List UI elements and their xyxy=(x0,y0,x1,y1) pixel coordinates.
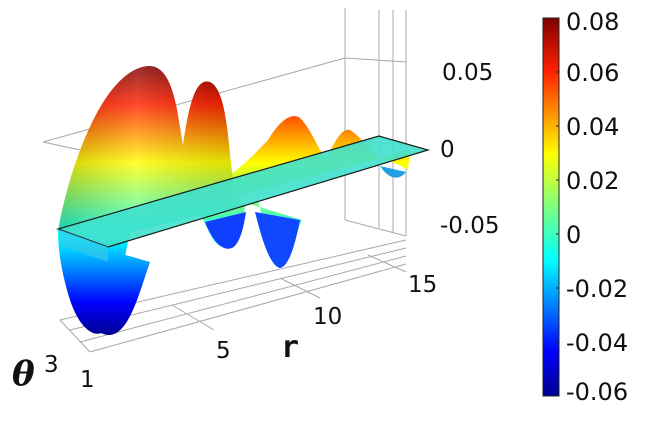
colorbar-tick-label: -0.04 xyxy=(566,329,628,357)
z-axis-ticks: 0.05 0 -0.05 xyxy=(440,60,500,239)
theta-tick-label: 3 xyxy=(44,352,59,378)
surface xyxy=(56,65,431,335)
z-tick-label: -0.05 xyxy=(440,213,500,239)
colorbar-tick-label: -0.02 xyxy=(566,275,628,303)
theta-tick-label: 1 xyxy=(80,367,95,393)
r-tick-label: 10 xyxy=(313,304,342,330)
surface-trough-2 xyxy=(205,212,246,249)
r-axis-ticks: 5 10 15 xyxy=(216,272,437,364)
colorbar-tick-label: 0.02 xyxy=(566,167,619,195)
colorbar xyxy=(542,17,560,397)
z-tick-label: 0.05 xyxy=(442,60,493,86)
colorbar-ticks: 0.08 0.06 0.04 0.02 0 -0.02 -0.04 -0.06 xyxy=(556,8,628,406)
r-tick-label: 15 xyxy=(408,272,437,298)
theta-axis-ticks: 1 3 xyxy=(44,352,95,393)
colorbar-tick-label: 0.06 xyxy=(566,59,619,87)
r-axis-label: r xyxy=(281,330,299,365)
surface-trough-3 xyxy=(255,212,300,268)
surface-front-trough xyxy=(58,232,150,335)
colorbar-tick-label: 0.08 xyxy=(566,8,619,36)
colorbar-tick-label: -0.06 xyxy=(566,378,628,406)
z-tick-label: 0 xyxy=(440,137,455,163)
theta-axis-label: θ xyxy=(12,354,35,394)
colorbar-tick-label: 0.04 xyxy=(566,113,619,141)
zero-plane xyxy=(56,135,431,248)
r-tick-label: 5 xyxy=(216,338,231,364)
colorbar-tick-label: 0 xyxy=(566,221,581,249)
